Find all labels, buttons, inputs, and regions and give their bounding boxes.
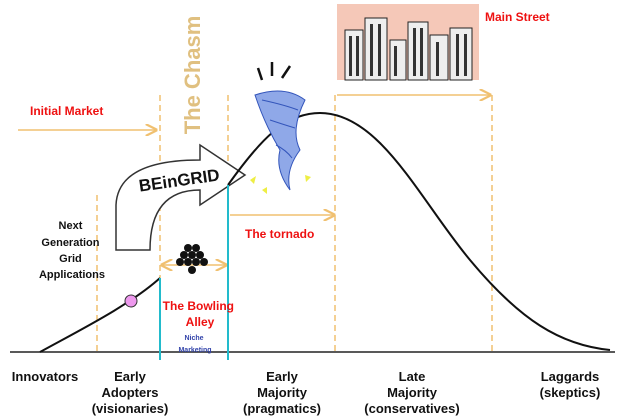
next-generation-label: Next Generation Grid Applications — [39, 220, 105, 281]
segment-label: (conservatives) — [364, 401, 459, 416]
curve — [39, 277, 161, 353]
segment-label: (skeptics) — [540, 385, 601, 400]
bowling-balls — [176, 244, 208, 274]
chasm-label: The Chasm — [180, 16, 205, 135]
bowling-alley-label: The Bowling Alley — [163, 299, 238, 329]
tornado-icon — [250, 62, 311, 194]
segment-label: Laggards — [541, 369, 600, 384]
segment-label: Early — [114, 369, 147, 384]
initial-market-label: Initial Market — [30, 104, 103, 118]
main-street-label: Main Street — [485, 10, 550, 24]
segment-label: Majority — [257, 385, 308, 400]
beingrid-arrow — [115, 143, 247, 251]
segment-label: Majority — [387, 385, 438, 400]
segment-label: Adopters — [101, 385, 158, 400]
current-position — [124, 294, 138, 308]
segment-label: (visionaries) — [92, 401, 169, 416]
tornado-label: The tornado — [245, 227, 314, 241]
segment-label: (pragmatics) — [243, 401, 321, 416]
segment-label: Innovators — [12, 369, 78, 384]
segment-label: Late — [399, 369, 426, 384]
niche-marketing-label: Niche Marketing — [178, 335, 211, 354]
segment-label: Early — [266, 369, 299, 384]
city-image — [337, 4, 479, 81]
segment-labels: Innovators EarlyAdopters(visionaries)Earl… — [12, 369, 601, 416]
